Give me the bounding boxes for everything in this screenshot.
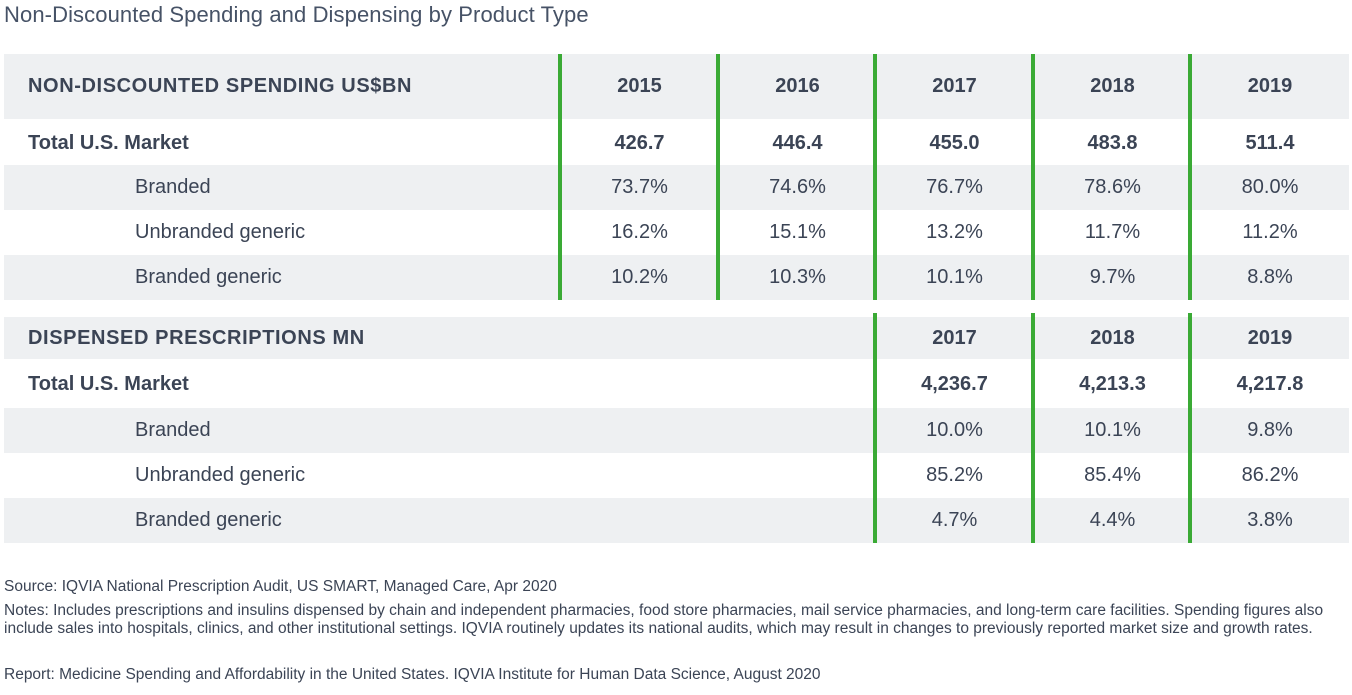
prescriptions-year-2018: 2018 bbox=[1090, 326, 1135, 349]
value-cell: 80.0% bbox=[1241, 176, 1299, 198]
value-cell: 85.4% bbox=[1084, 464, 1141, 486]
row-label: Unbranded generic bbox=[135, 221, 306, 243]
prescriptions-header-row: DISPENSED PRESCRIPTIONS MN 2017 2018 201… bbox=[4, 317, 1349, 359]
row-label: Branded generic bbox=[135, 509, 282, 531]
column-divider bbox=[716, 54, 720, 300]
prescriptions-row-branded: Branded 10.0% 10.1% 9.8% bbox=[4, 408, 1349, 453]
value-cell: 10.3% bbox=[769, 266, 826, 288]
value-cell: 16.2% bbox=[611, 221, 668, 243]
row-label: Branded bbox=[135, 176, 211, 198]
value-cell: 73.7% bbox=[611, 176, 668, 198]
prescriptions-header-label: DISPENSED PRESCRIPTIONS MN bbox=[28, 326, 365, 349]
value-cell: 4,213.3 bbox=[1079, 372, 1146, 395]
prescriptions-year-2017: 2017 bbox=[932, 326, 977, 349]
spending-year-2018: 2018 bbox=[1090, 75, 1135, 97]
value-cell: 426.7 bbox=[614, 131, 665, 154]
value-cell: 9.8% bbox=[1247, 419, 1293, 441]
value-cell: 76.7% bbox=[926, 176, 983, 198]
chart-title: Non-Discounted Spending and Dispensing b… bbox=[4, 2, 589, 27]
column-divider bbox=[1031, 54, 1035, 300]
value-cell: 86.2% bbox=[1241, 464, 1299, 486]
notes-text: Notes: Includes prescriptions and insuli… bbox=[4, 602, 1324, 637]
row-label: Unbranded generic bbox=[135, 464, 306, 486]
row-label: Total U.S. Market bbox=[28, 372, 189, 395]
value-cell: 483.8 bbox=[1087, 131, 1138, 154]
value-cell: 10.1% bbox=[926, 266, 983, 288]
spending-header-label: NON-DISCOUNTED SPENDING US$BN bbox=[28, 75, 413, 97]
column-divider bbox=[558, 54, 562, 300]
value-cell: 15.1% bbox=[769, 221, 826, 243]
spending-row-branded-generic: Branded generic 10.2% 10.3% 10.1% 9.7% 8… bbox=[4, 255, 1349, 300]
spending-row-branded: Branded 73.7% 74.6% 76.7% 78.6% 80.0% bbox=[4, 165, 1349, 210]
column-divider bbox=[873, 313, 877, 543]
value-cell: 511.4 bbox=[1245, 131, 1295, 154]
report-note: Report: Medicine Spending and Affordabil… bbox=[4, 666, 821, 683]
value-cell: 446.4 bbox=[772, 131, 823, 154]
column-divider bbox=[1188, 313, 1192, 543]
value-cell: 10.2% bbox=[611, 266, 668, 288]
prescriptions-row-branded-generic: Branded generic 4.7% 4.4% 3.8% bbox=[4, 498, 1349, 543]
value-cell: 455.0 bbox=[929, 131, 980, 154]
spending-year-2017: 2017 bbox=[932, 75, 977, 97]
value-cell: 85.2% bbox=[926, 464, 983, 486]
value-cell: 10.1% bbox=[1084, 419, 1141, 441]
value-cell: 11.7% bbox=[1084, 221, 1141, 243]
spending-row-total: Total U.S. Market 426.7 446.4 455.0 483.… bbox=[4, 121, 1349, 165]
value-cell: 13.2% bbox=[926, 221, 983, 243]
value-cell: 11.2% bbox=[1242, 221, 1298, 243]
spending-year-2016: 2016 bbox=[775, 75, 820, 97]
spending-year-2019: 2019 bbox=[1247, 75, 1293, 97]
value-cell: 9.7% bbox=[1089, 266, 1136, 288]
value-cell: 4,217.8 bbox=[1236, 372, 1304, 395]
value-cell: 78.6% bbox=[1084, 176, 1141, 198]
spending-header-row: NON-DISCOUNTED SPENDING US$BN 2015 2016 … bbox=[4, 54, 1349, 119]
column-divider bbox=[873, 54, 877, 300]
prescriptions-row-unbranded-generic: Unbranded generic 85.2% 85.4% 86.2% bbox=[4, 453, 1349, 498]
source-note: Source: IQVIA National Prescription Audi… bbox=[4, 578, 557, 595]
value-cell: 3.8% bbox=[1247, 509, 1293, 531]
spending-row-unbranded-generic: Unbranded generic 16.2% 15.1% 13.2% 11.7… bbox=[4, 210, 1349, 255]
column-divider bbox=[1188, 54, 1192, 300]
spending-year-2015: 2015 bbox=[617, 75, 662, 97]
row-label: Total U.S. Market bbox=[28, 131, 189, 154]
row-label: Branded bbox=[135, 419, 211, 441]
column-divider bbox=[1031, 313, 1035, 543]
value-cell: 4,236.7 bbox=[921, 372, 988, 395]
value-cell: 10.0% bbox=[926, 419, 983, 441]
row-label: Branded generic bbox=[135, 266, 282, 288]
prescriptions-row-total: Total U.S. Market 4,236.7 4,213.3 4,217.… bbox=[4, 362, 1349, 406]
value-cell: 8.8% bbox=[1247, 266, 1293, 288]
value-cell: 4.4% bbox=[1089, 509, 1136, 531]
prescriptions-year-2019: 2019 bbox=[1247, 326, 1293, 349]
value-cell: 4.7% bbox=[931, 509, 978, 531]
value-cell: 74.6% bbox=[769, 176, 826, 198]
